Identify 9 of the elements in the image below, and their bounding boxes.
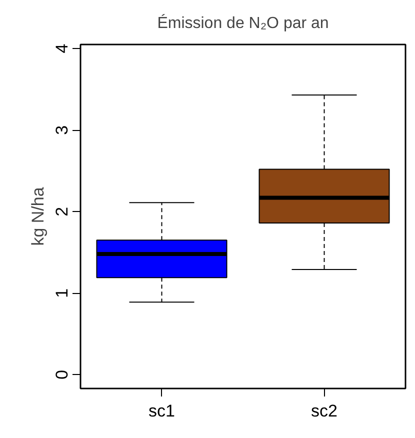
y-axis-title: kg N/ha	[28, 186, 48, 246]
y-tick-label: 2	[52, 206, 72, 216]
x-tick-label: sc2	[311, 402, 338, 420]
chart-title: Émission de N₂O par an	[157, 14, 329, 32]
x-tick-label: sc1	[148, 402, 175, 420]
y-tick-label: 0	[52, 370, 72, 380]
y-tick-label: 4	[52, 44, 72, 54]
y-tick-label: 1	[52, 288, 72, 298]
y-tick-label: 3	[52, 125, 72, 135]
